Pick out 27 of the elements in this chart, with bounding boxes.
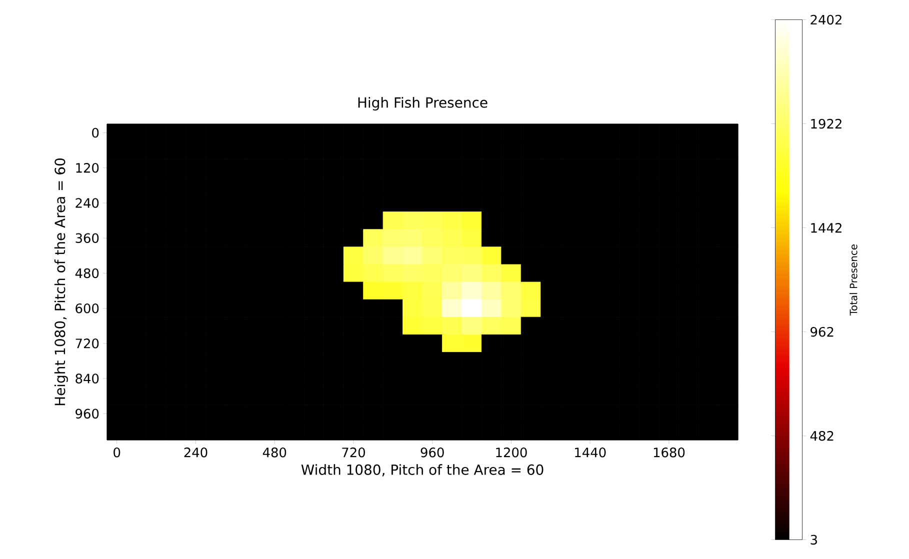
y-axis-title: Height 1080, Pitch of the Area = 60 (54, 158, 68, 406)
color-bar-label: 1442 (811, 223, 842, 233)
color-bar-label: 482 (810, 431, 834, 441)
x-tick-label: 240 (184, 448, 208, 458)
x-axis-title: Width 1080, Pitch of the Area = 60 (301, 464, 544, 476)
x-tick-label: 1200 (496, 448, 527, 458)
y-tick-label: 480 (75, 268, 99, 278)
color-bar-label: 962 (810, 326, 834, 337)
y-tick-label: 360 (76, 233, 99, 244)
color-bar-label: 3 (810, 534, 817, 545)
y-tick-label: 960 (76, 408, 99, 419)
x-tick-label: 1440 (575, 448, 606, 458)
y-tick-label: 0 (92, 128, 99, 138)
x-tick-label: 960 (420, 448, 444, 458)
x-tick-label: 0 (114, 448, 120, 458)
x-tick-label: 1680 (654, 448, 685, 458)
x-tick-label: 480 (262, 448, 286, 458)
color-bar-label: 1922 (811, 118, 842, 129)
color-bar-label: 2402 (810, 14, 842, 25)
y-tick-label: 600 (76, 303, 99, 314)
y-tick-label: 840 (76, 374, 99, 384)
color-bar-title: Total Presence (850, 244, 858, 316)
y-tick-label: 240 (76, 198, 99, 208)
y-tick-label: 120 (76, 162, 99, 173)
x-tick-label: 720 (342, 448, 365, 458)
chart-title: High Fish Presence (358, 97, 488, 111)
y-tick-label: 720 (76, 338, 99, 348)
